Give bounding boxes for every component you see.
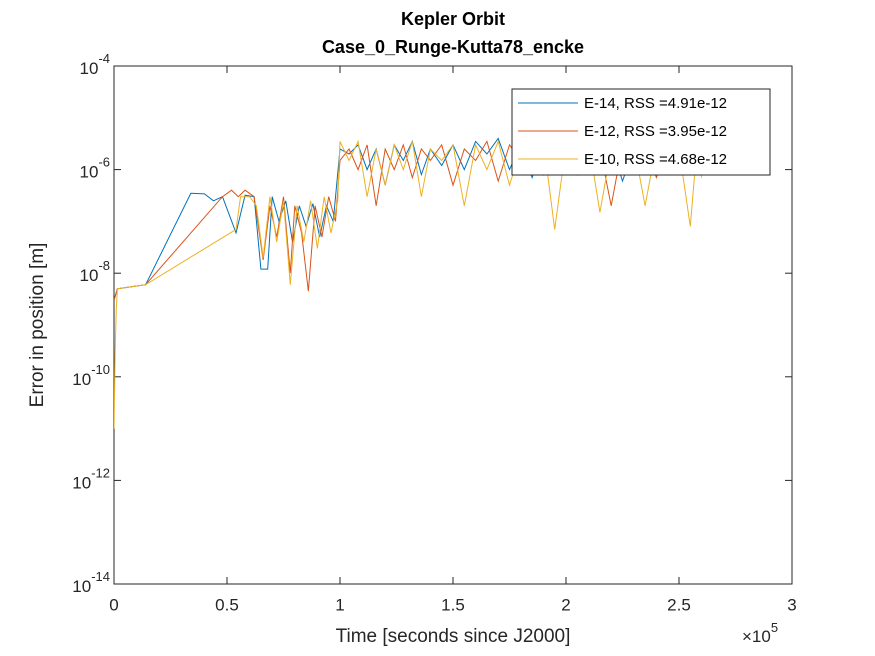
y-tick-label: 10-4 [80,51,110,78]
y-tick-label: 10-14 [72,569,110,596]
y-tick-exponent: -12 [91,466,110,481]
y-tick-label: 10-10 [72,362,110,389]
y-tick-exponent: -4 [98,51,110,66]
y-tick-exponent: -10 [91,362,110,377]
y-tick-label: 10-8 [80,259,110,286]
legend-label: E-10, RSS =4.68e-12 [584,151,727,168]
x-exponent: ×105 [742,620,778,646]
y-axis-label: Error in position [m] [27,243,48,408]
legend-label: E-14, RSS =4.91e-12 [584,95,727,112]
y-tick-label: 10-6 [80,155,110,182]
chart-title: Kepler Orbit [401,9,505,29]
y-tick-exponent: -6 [98,155,110,170]
y-tick-base: 10 [80,59,99,78]
x-tick-label: 0 [109,595,118,614]
x-exponent-base: ×10 [742,627,771,646]
y-tick-base: 10 [72,577,91,596]
y-tick-exponent: -14 [91,569,110,584]
x-tick-label: 2 [561,595,570,614]
y-tick-base: 10 [72,370,91,389]
x-tick-label: 3 [787,595,796,614]
x-tick-label: 0.5 [215,595,239,614]
x-axis-label: Time [seconds since J2000] [336,626,571,647]
y-tick-base: 10 [80,267,99,286]
x-exponent-power: 5 [771,620,778,635]
y-tick-label: 10-12 [72,466,110,493]
y-tick-exponent: -8 [98,259,110,274]
x-tick-label: 2.5 [667,595,691,614]
y-tick-base: 10 [72,474,91,493]
y-tick-base: 10 [80,163,99,182]
x-tick-label: 1.5 [441,595,465,614]
legend-label: E-12, RSS =3.95e-12 [584,123,727,140]
x-tick-label: 1 [335,595,344,614]
chart-subtitle: Case_0_Runge-Kutta78_encke [322,37,584,57]
